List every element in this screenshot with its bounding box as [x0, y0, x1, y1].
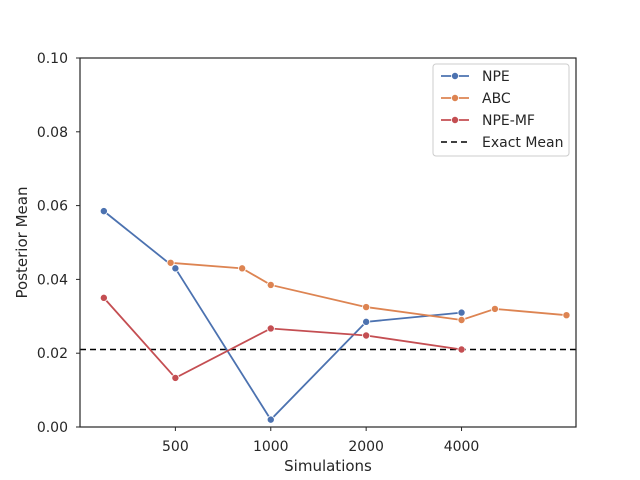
- npe-point: [266, 415, 275, 424]
- x-axis-label: Simulations: [284, 457, 372, 475]
- plot-frame: [79, 57, 577, 428]
- npe-point: [171, 264, 180, 273]
- abc-point: [490, 304, 499, 313]
- y-tick-label: 0.06: [37, 199, 68, 215]
- legend-marker-npe: [450, 72, 459, 81]
- x-tick-label: 1000: [253, 439, 289, 455]
- legend-label-exact-mean: Exact Mean: [482, 135, 564, 151]
- y-tick-label: 0.04: [37, 272, 68, 288]
- npe-point: [362, 317, 371, 326]
- npe-mf-point: [171, 373, 180, 382]
- npe-mf-point: [266, 324, 275, 333]
- legend: NPE ABC NPE-MF Exact Mean: [432, 63, 570, 157]
- npe-mf-point: [362, 331, 371, 340]
- y-axis-label: Posterior Mean: [13, 187, 31, 299]
- legend-items: NPE ABC NPE-MF Exact Mean: [441, 69, 564, 151]
- x-tick-label: 500: [162, 439, 189, 455]
- legend-box: [432, 63, 570, 157]
- npe-mf-point: [457, 345, 466, 354]
- abc-point: [238, 264, 247, 273]
- abc-point: [362, 303, 371, 312]
- legend-label-npe-mf: NPE-MF: [482, 113, 535, 129]
- npe-point: [99, 207, 108, 216]
- abc-point: [562, 311, 571, 320]
- x-tick-label: 4000: [444, 439, 480, 455]
- series-layer: [99, 207, 571, 424]
- npe-mf-point: [99, 293, 108, 302]
- legend-label-abc: ABC: [482, 91, 511, 107]
- y-tick-label: 0.10: [37, 51, 68, 67]
- y-tick-label: 0.00: [37, 420, 68, 436]
- y-tick-layer: 0.00 0.02 0.04 0.06 0.08 0.10: [37, 51, 80, 436]
- abc-point: [457, 315, 466, 324]
- x-tick-label: 2000: [348, 439, 384, 455]
- legend-label-npe: NPE: [482, 69, 510, 85]
- abc-point: [166, 258, 175, 267]
- y-tick-label: 0.08: [37, 125, 68, 141]
- x-tick-layer: 500 1000 2000 4000: [162, 427, 479, 455]
- abc-point: [266, 280, 275, 289]
- legend-marker-abc: [450, 94, 459, 103]
- npe-point: [457, 308, 466, 317]
- y-tick-label: 0.02: [37, 346, 68, 362]
- legend-marker-npe-mf: [450, 116, 459, 125]
